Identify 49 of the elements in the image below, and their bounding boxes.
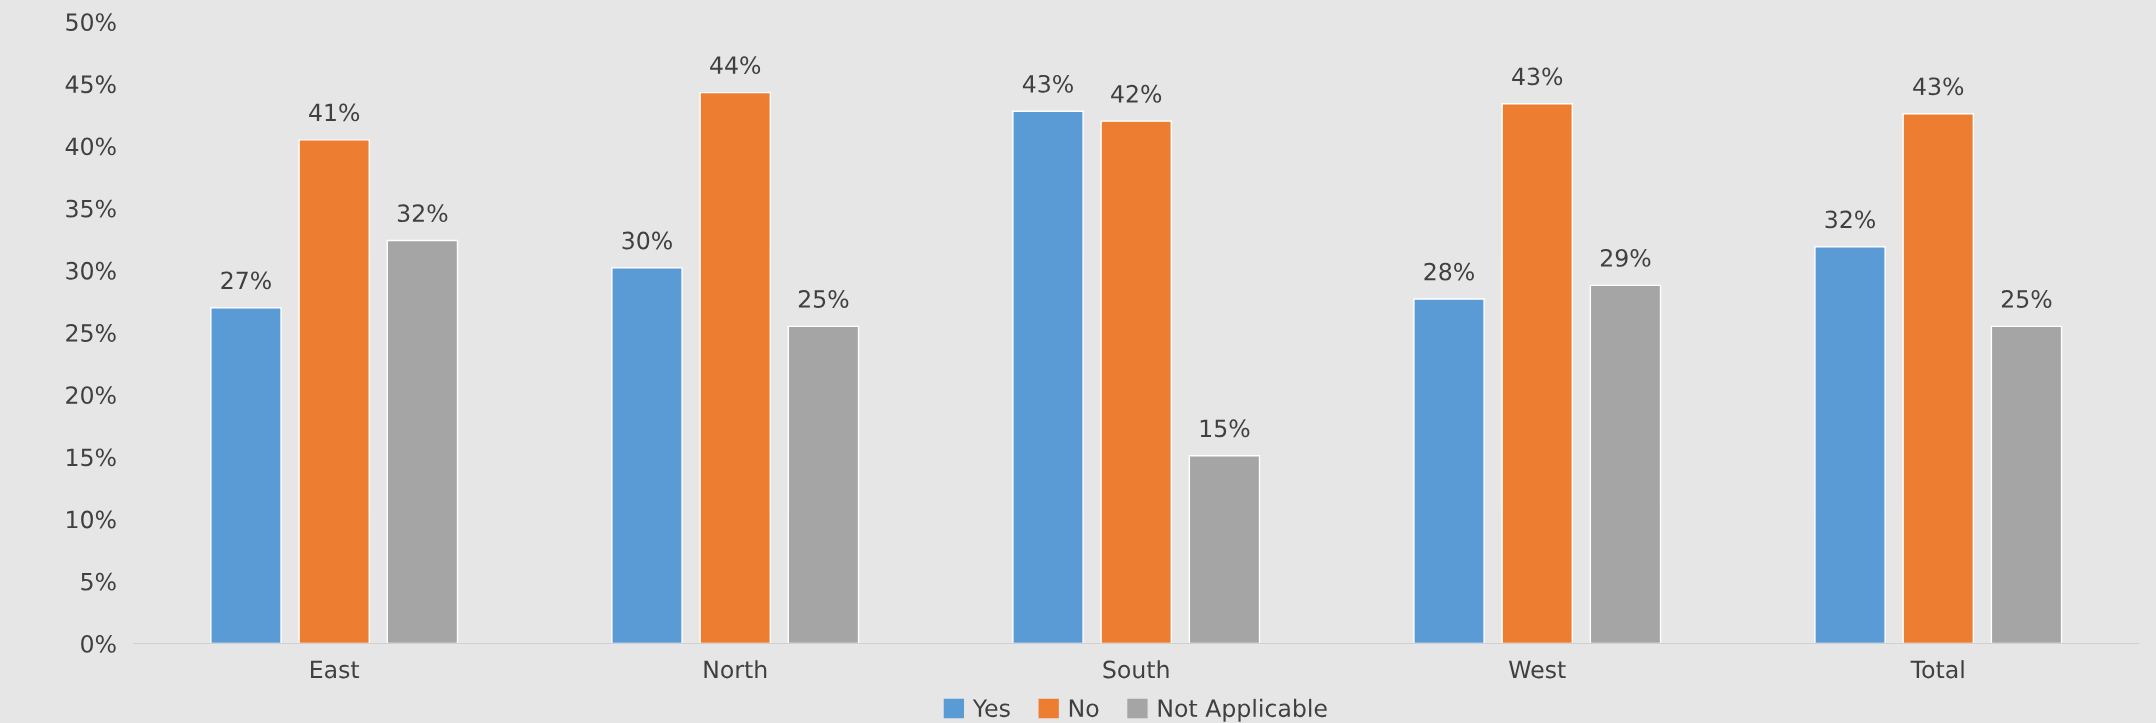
y-tick-label: 5%	[81, 572, 116, 591]
bar	[1100, 120, 1172, 644]
data-label: 44%	[710, 56, 761, 75]
legend-label: Not Applicable	[1158, 698, 1327, 722]
x-tick-label: South	[1103, 660, 1169, 679]
y-tick-label: 20%	[66, 386, 116, 405]
bar	[787, 325, 860, 644]
data-label: 28%	[1424, 262, 1474, 281]
x-tick-label: East	[311, 660, 360, 679]
y-tick-label: 30%	[66, 261, 116, 280]
x-tick-label: West	[1508, 660, 1566, 679]
data-label: 29%	[1600, 249, 1651, 267]
bar	[1413, 298, 1485, 644]
y-tick-label: 50%	[66, 13, 116, 31]
bar	[298, 139, 370, 644]
x-tick-label: Total	[1910, 660, 1964, 679]
legend-label: Yes	[972, 699, 1010, 718]
x-tick-label: North	[704, 660, 767, 679]
bar	[210, 307, 282, 644]
bar	[1902, 113, 1975, 644]
data-label: 43%	[1913, 77, 1964, 96]
data-label: 27%	[221, 271, 271, 290]
bar	[1188, 454, 1261, 644]
bar	[1589, 284, 1662, 644]
data-label: 15%	[1200, 419, 1250, 438]
y-tick-label: 45%	[65, 75, 116, 94]
y-tick-label: 35%	[66, 199, 116, 218]
data-label: 42%	[1111, 84, 1162, 103]
data-label: 43%	[1022, 74, 1073, 93]
y-tick-label: 10%	[67, 510, 116, 529]
data-label: 30%	[622, 231, 672, 250]
data-label: 25%	[2001, 290, 2052, 308]
y-tick-label: 40%	[65, 137, 116, 156]
data-label: 32%	[1825, 210, 1875, 229]
data-label: 41%	[309, 103, 360, 122]
bar	[1814, 246, 1886, 644]
legend-label: No	[1069, 699, 1099, 718]
y-tick-label: 25%	[66, 324, 116, 342]
bar	[611, 267, 683, 644]
data-label: 43%	[1512, 67, 1563, 86]
data-label: 25%	[798, 290, 849, 308]
y-tick-label: 0%	[81, 634, 116, 653]
bar	[386, 239, 459, 644]
data-label: 32%	[397, 204, 448, 223]
bar	[699, 91, 771, 644]
bar	[1501, 103, 1574, 644]
bar	[1990, 325, 2063, 644]
y-tick-label: 15%	[67, 448, 116, 467]
bar	[1012, 110, 1084, 644]
